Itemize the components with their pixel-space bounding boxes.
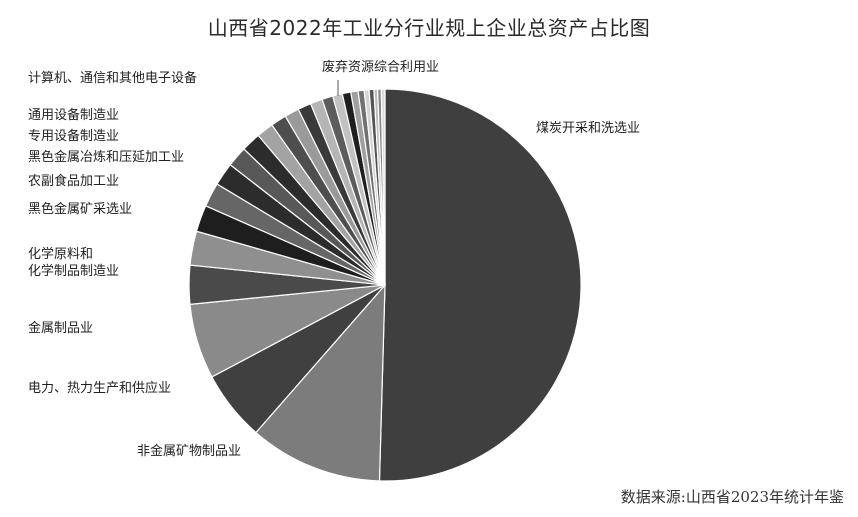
slice-label-coal: 煤炭开采和洗选业 xyxy=(536,121,641,136)
slice-label-waste-recycling: 废弃资源综合利用业 xyxy=(322,60,440,75)
slice-label-power: 电力、热力生产和供应业 xyxy=(28,381,172,396)
slice-label-agri-food: 农副食品加工业 xyxy=(28,174,120,189)
slice-label-special-equipment: 专用设备制造业 xyxy=(28,129,120,144)
slice-label-ferrous-smelting: 黑色金属冶炼和压延加工业 xyxy=(28,150,185,165)
slice-label-ferrous-mining: 黑色金属矿采选业 xyxy=(28,202,133,217)
pie-slice-25 xyxy=(380,88,386,286)
slice-label-nonmetal: 非金属矿物制品业 xyxy=(137,444,242,459)
slice-label-electronics: 计算机、通信和其他电子设备 xyxy=(28,71,198,86)
chart-title: 山西省2022年工业分行业规上企业总资产占比图 xyxy=(207,16,651,40)
slice-label-general-equipment: 通用设备制造业 xyxy=(28,108,120,123)
source-note: 数据来源:山西省2023年统计年鉴 xyxy=(620,488,844,506)
pie-slice-0 xyxy=(378,88,582,482)
pie-slice-1 xyxy=(255,283,386,482)
slice-label-metal-products: 金属制品业 xyxy=(28,321,94,336)
slice-label-chemical-line2: 化学制品制造业 xyxy=(28,264,120,279)
slice-label-chemical-line1: 化学原料和 xyxy=(28,247,94,262)
pie-slices xyxy=(188,88,582,482)
